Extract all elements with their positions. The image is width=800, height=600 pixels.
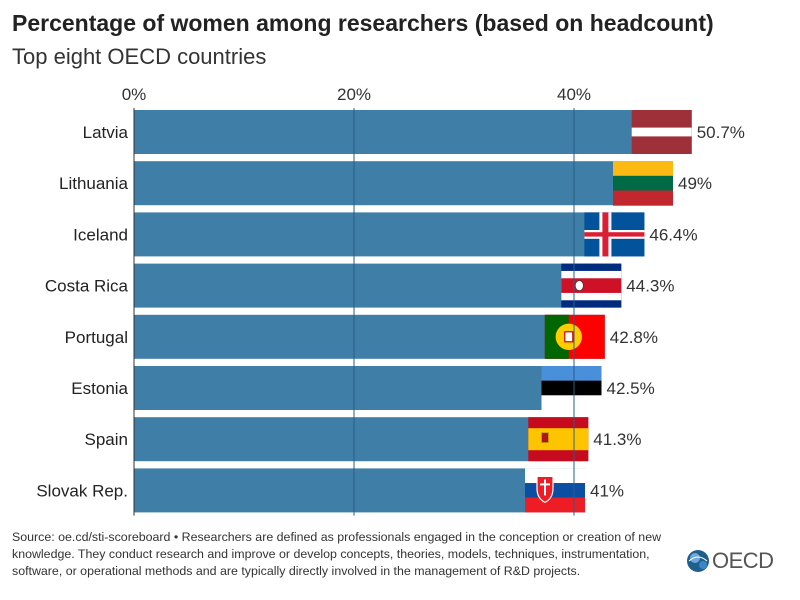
bar-lithuania — [134, 161, 673, 206]
flag-emblem — [544, 479, 546, 496]
value-label: 41% — [590, 481, 624, 500]
flag-band — [528, 428, 589, 451]
estonia-flag — [541, 366, 602, 410]
chart-title: Percentage of women among researchers (b… — [12, 10, 714, 36]
bar-costa-rica — [134, 263, 622, 308]
x-tick-label: 40% — [557, 85, 591, 104]
category-label: Estonia — [71, 379, 128, 398]
x-tick-label: 20% — [337, 85, 371, 104]
flag-band — [525, 497, 585, 513]
x-tick-label: 0% — [122, 85, 147, 104]
chart-subtitle: Top eight OECD countries — [12, 44, 267, 69]
flag-band — [613, 161, 673, 176]
flag-band — [525, 483, 585, 498]
bar-iceland — [134, 212, 645, 257]
value-label: 49% — [678, 174, 712, 193]
flag-band — [561, 278, 622, 293]
flag-band — [541, 380, 602, 396]
oecd-logo-text: OECD — [712, 548, 774, 573]
flag-emblem — [564, 331, 574, 343]
category-label: Spain — [85, 430, 128, 449]
value-label: 41.3% — [593, 430, 641, 449]
costa-rica-flag — [561, 263, 622, 308]
flag-band — [525, 468, 585, 484]
value-label: 46.4% — [649, 225, 697, 244]
flag-band — [631, 127, 692, 137]
oecd-logo: OECD — [686, 547, 790, 575]
lithuania-flag — [613, 161, 673, 206]
bar-estonia — [134, 366, 602, 410]
flag-emblem — [541, 432, 549, 444]
category-label: Slovak Rep. — [36, 481, 128, 500]
category-label: Costa Rica — [45, 277, 129, 296]
category-label: Lithuania — [59, 174, 129, 193]
category-label: Latvia — [83, 123, 129, 142]
value-label: 50.7% — [697, 123, 745, 142]
bar-chart: 0% 20% 40% Latvia 50.7% Lithuania 49% Iceland 46… — [36, 85, 745, 516]
bar-portugal — [134, 314, 605, 359]
value-label: 42.8% — [610, 328, 658, 347]
category-label: Portugal — [65, 328, 128, 347]
bar-latvia — [134, 110, 692, 154]
value-label: 42.5% — [607, 379, 655, 398]
flag-cross — [584, 232, 645, 237]
category-label: Iceland — [73, 225, 128, 244]
flag-band — [613, 190, 673, 206]
spain-flag — [528, 417, 589, 462]
slovakia-flag — [525, 468, 585, 513]
bar-spain — [134, 417, 589, 462]
latvia-flag — [631, 110, 692, 154]
bar-slovak-rep- — [134, 468, 585, 513]
flag-band — [541, 395, 602, 410]
flag-band — [541, 366, 602, 381]
value-label: 44.3% — [626, 277, 674, 296]
portugal-flag — [544, 314, 605, 359]
flag-emblem — [574, 280, 584, 291]
globe-icon — [687, 550, 709, 572]
flag-band — [613, 175, 673, 191]
source-note: Source: oe.cd/sti-scoreboard • Researche… — [12, 530, 662, 578]
flag-emblem — [540, 483, 550, 486]
iceland-flag — [584, 212, 645, 257]
